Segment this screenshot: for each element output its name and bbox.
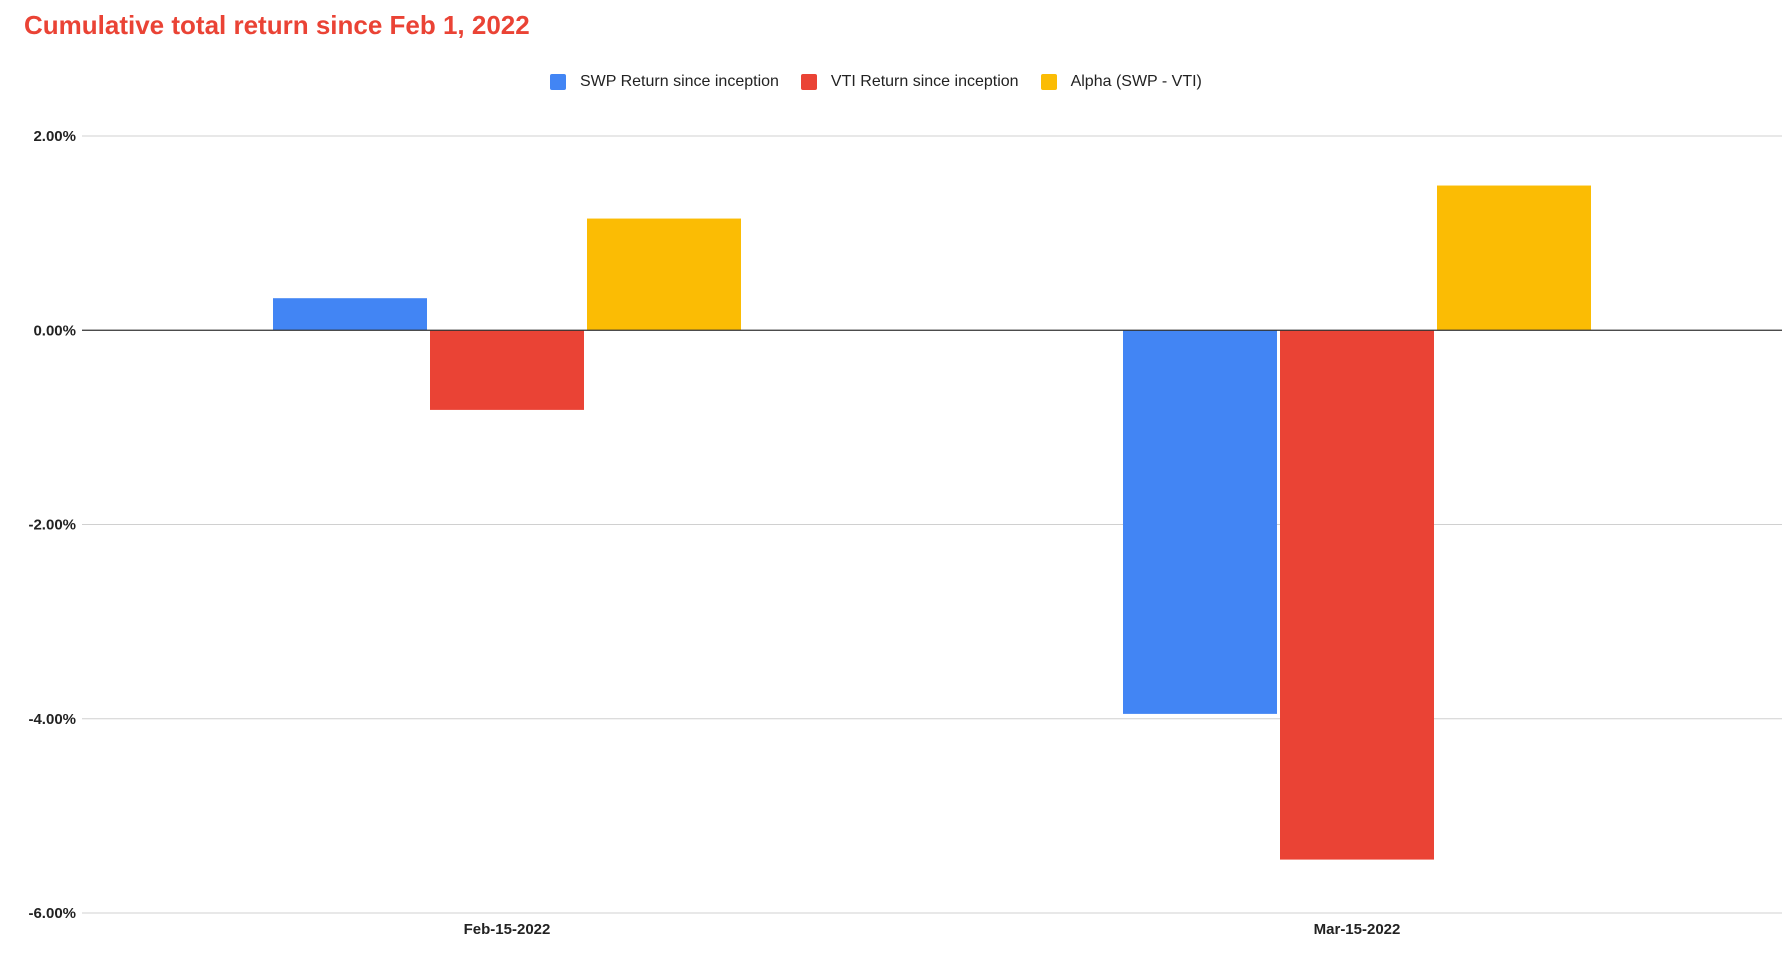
legend-swatch bbox=[800, 74, 817, 90]
y-tick-label: -6.00% bbox=[28, 905, 76, 922]
y-tick-label: -2.00% bbox=[28, 517, 76, 534]
y-tick-label: -4.00% bbox=[28, 711, 76, 728]
bar-series-1-cat-1 bbox=[273, 298, 427, 331]
x-tick-label: Mar-15-2022 bbox=[1314, 921, 1401, 938]
legend-swatch bbox=[1040, 74, 1057, 90]
legend-item-3: Alpha (SWP - VTI) bbox=[1040, 73, 1202, 91]
legend-label: VTI Return since inception bbox=[830, 73, 1019, 90]
bar-series-2-cat-1 bbox=[430, 330, 584, 410]
chart-legend: SWP Return since inception VTI Return sin… bbox=[550, 73, 1202, 91]
legend-item-1: SWP Return since inception bbox=[550, 73, 779, 91]
bar-series-3-cat-1 bbox=[587, 218, 741, 331]
bar-series-1-cat-2 bbox=[1123, 330, 1277, 714]
bar-series-2-cat-2 bbox=[1280, 330, 1434, 860]
x-tick-label: Feb-15-2022 bbox=[464, 921, 551, 938]
chart-title: Cumulative total return since Feb 1, 202… bbox=[24, 10, 530, 40]
legend-label: SWP Return since inception bbox=[580, 73, 779, 90]
y-tick-label: 2.00% bbox=[33, 128, 76, 145]
legend-item-2: VTI Return since inception bbox=[800, 73, 1019, 91]
y-tick-label: 0.00% bbox=[33, 322, 76, 339]
legend-swatch bbox=[550, 74, 566, 90]
bar-series-3-cat-2 bbox=[1437, 185, 1591, 331]
legend-label: Alpha (SWP - VTI) bbox=[1070, 73, 1202, 90]
